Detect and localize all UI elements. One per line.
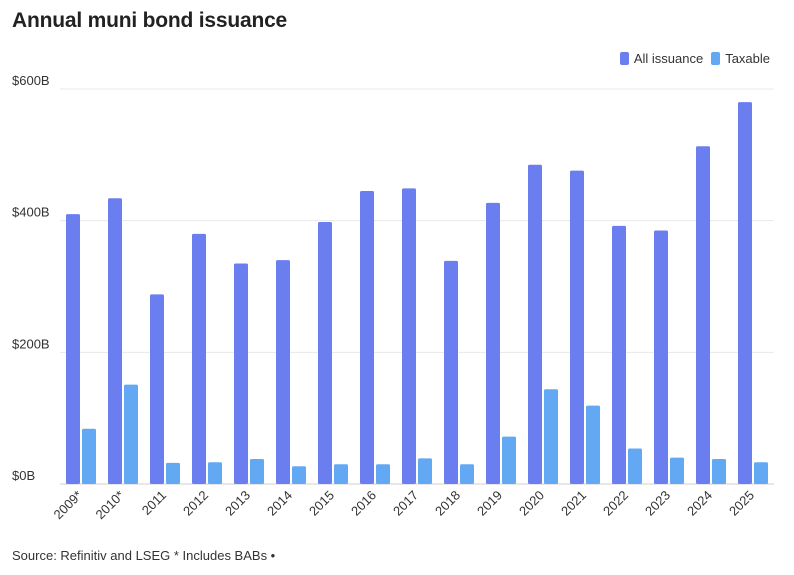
bar-all-issuance bbox=[360, 191, 374, 484]
bar-chart: $0B $200B $400B $600B 2009* 2010* 2011 2012 201… bbox=[12, 73, 774, 523]
bar-taxable bbox=[586, 405, 600, 484]
x-tick-label: 2011 bbox=[139, 488, 169, 518]
legend: All issuance Taxable bbox=[612, 51, 770, 66]
bar-all-issuance bbox=[234, 263, 248, 484]
bar-taxable bbox=[334, 464, 348, 484]
bar-taxable bbox=[124, 384, 138, 484]
x-tick-label: 2010* bbox=[92, 488, 127, 523]
bar-taxable bbox=[754, 462, 768, 484]
bar-taxable bbox=[418, 458, 432, 484]
bar-taxable bbox=[292, 466, 306, 484]
x-tick-label: 2023 bbox=[642, 488, 673, 519]
legend-swatch-taxable bbox=[711, 52, 721, 65]
bar-all-issuance bbox=[738, 102, 752, 485]
bars-layer bbox=[66, 102, 768, 485]
bar-all-issuance bbox=[486, 202, 500, 484]
x-tick-label: 2021 bbox=[558, 488, 589, 519]
legend-swatch-all-issuance bbox=[619, 52, 629, 65]
bar-taxable bbox=[712, 458, 726, 484]
bar-all-issuance bbox=[612, 225, 626, 484]
bar-all-issuance bbox=[318, 221, 332, 484]
legend-item-all-issuance: All issuance bbox=[619, 51, 704, 66]
legend-label-all-issuance: All issuance bbox=[633, 51, 704, 66]
x-tick-label: 2022 bbox=[600, 488, 631, 519]
y-tick-label: $0B bbox=[12, 468, 35, 483]
x-tick-label: 2015 bbox=[306, 488, 337, 519]
x-tick-label: 2025 bbox=[726, 488, 757, 519]
bar-all-issuance bbox=[108, 198, 122, 485]
bar-all-issuance bbox=[444, 260, 458, 484]
bar-all-issuance bbox=[192, 233, 206, 484]
x-tick-label: 2012 bbox=[180, 488, 211, 519]
x-tick-label: 2017 bbox=[390, 488, 421, 519]
bar-taxable bbox=[502, 436, 516, 484]
bar-taxable bbox=[544, 389, 558, 484]
bar-all-issuance bbox=[66, 214, 80, 485]
bar-taxable bbox=[460, 464, 474, 484]
bar-taxable bbox=[250, 458, 264, 484]
x-tick-label: 2024 bbox=[684, 488, 715, 519]
bar-taxable bbox=[208, 462, 222, 484]
bar-taxable bbox=[628, 448, 642, 484]
y-tick-label: $200B bbox=[12, 336, 50, 351]
y-tick-label: $600B bbox=[12, 73, 50, 88]
bar-all-issuance bbox=[570, 170, 584, 484]
legend-item-taxable: Taxable bbox=[711, 51, 770, 66]
bar-all-issuance bbox=[150, 294, 164, 484]
x-tick-label: 2014 bbox=[264, 488, 295, 519]
x-tick-label: 2020 bbox=[516, 488, 547, 519]
bar-taxable bbox=[670, 457, 684, 484]
x-tick-label: 2018 bbox=[432, 488, 463, 519]
grid-layer: $0B $200B $400B $600B bbox=[12, 73, 774, 485]
chart-title: Annual muni bond issuance bbox=[12, 9, 288, 32]
bar-all-issuance bbox=[654, 230, 668, 484]
bar-all-issuance bbox=[402, 188, 416, 485]
bar-taxable bbox=[82, 428, 96, 484]
bar-all-issuance bbox=[276, 260, 290, 484]
legend-label-taxable: Taxable bbox=[725, 51, 770, 66]
x-tick-label: 2009* bbox=[50, 488, 85, 523]
y-tick-label: $400B bbox=[12, 205, 50, 220]
x-tick-label: 2019 bbox=[474, 488, 505, 519]
x-tick-label: 2013 bbox=[222, 488, 253, 519]
bar-all-issuance bbox=[696, 146, 710, 484]
bar-taxable bbox=[166, 462, 180, 484]
x-tick-label: 2016 bbox=[348, 488, 379, 519]
x-axis-labels: 2009* 2010* 2011 2012 2013 2014 2015 2016 2017 20… bbox=[50, 488, 757, 523]
bar-taxable bbox=[376, 464, 390, 484]
source-note: Source: Refinitiv and LSEG * Includes BA… bbox=[12, 548, 276, 563]
bar-all-issuance bbox=[528, 164, 542, 485]
